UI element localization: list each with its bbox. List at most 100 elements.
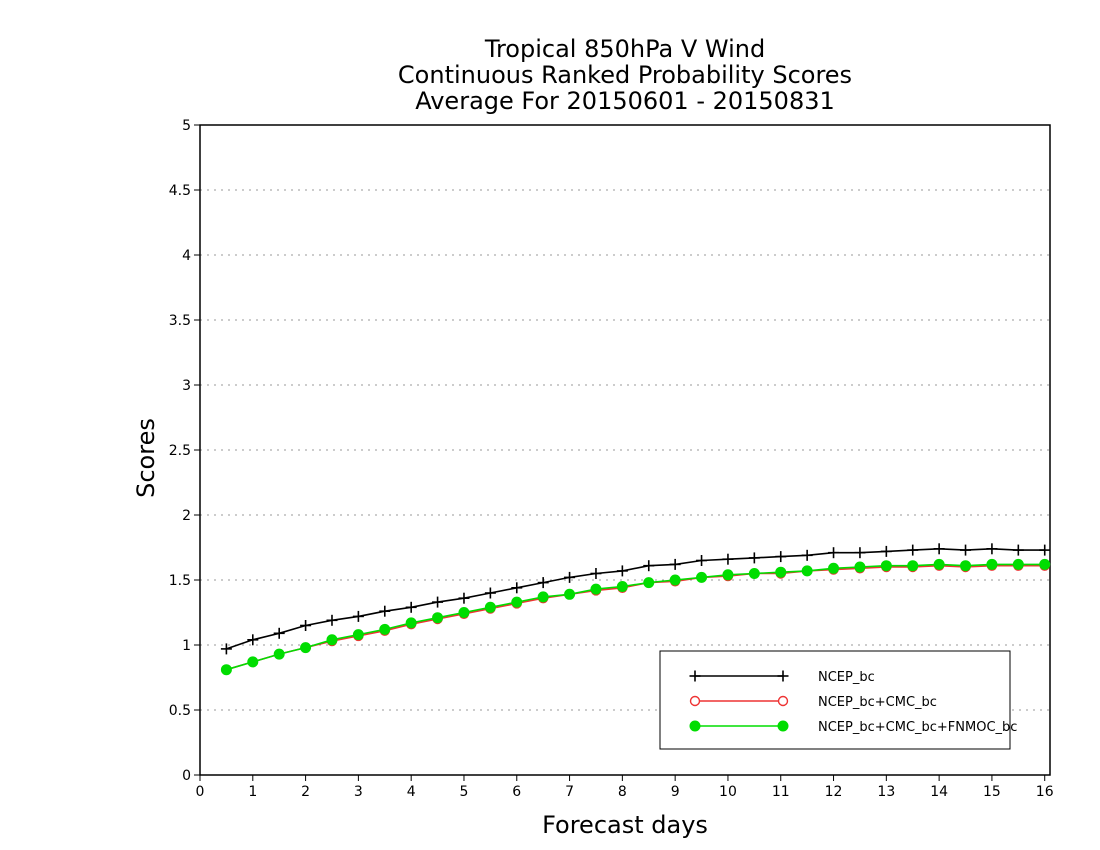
data-point <box>405 617 417 629</box>
data-point <box>801 549 813 561</box>
data-point <box>326 614 338 626</box>
data-point <box>616 581 628 592</box>
x-tick-label: 4 <box>407 784 416 800</box>
x-tick-label: 16 <box>1036 784 1054 800</box>
data-point <box>748 568 760 579</box>
x-tick-label: 10 <box>719 784 737 800</box>
data-point <box>801 565 813 577</box>
data-point <box>300 642 312 654</box>
y-axis-label: Scores <box>132 418 160 498</box>
data-point <box>828 547 840 559</box>
x-tick-label: 13 <box>877 784 895 800</box>
data-point <box>643 577 655 589</box>
data-point <box>748 552 760 564</box>
data-point <box>722 569 734 581</box>
x-tick-label: 12 <box>825 784 843 800</box>
chart-title: Tropical 850hPa V Wind Continuous Ranked… <box>0 36 1100 114</box>
data-point <box>777 720 789 732</box>
legend-item: NCEP_bc+CMC_bc <box>689 695 937 710</box>
data-point <box>432 612 444 624</box>
y-tick-label: 0.5 <box>169 703 191 719</box>
y-tick-label: 0 <box>182 768 191 784</box>
data-point <box>907 544 919 556</box>
data-point <box>880 545 892 557</box>
data-point <box>986 543 998 555</box>
legend-label: NCEP_bc+CMC_bc+FNMOC_bc <box>818 720 1017 735</box>
data-point <box>405 601 417 613</box>
data-point <box>326 634 338 646</box>
data-point <box>669 558 681 570</box>
x-tick-label: 7 <box>565 784 574 800</box>
data-point <box>775 551 787 563</box>
data-point <box>1039 558 1051 570</box>
x-tick-label: 9 <box>671 784 680 800</box>
data-point <box>689 695 701 707</box>
data-point <box>1012 544 1024 556</box>
y-axis: 0 0.5 1 1.5 2 2.5 3 3.5 4 4.5 5 <box>169 118 200 784</box>
data-point <box>643 560 655 572</box>
data-point <box>1012 558 1024 570</box>
data-point <box>352 629 364 641</box>
x-tick-label: 14 <box>930 784 948 800</box>
data-point <box>933 558 945 570</box>
series-layer <box>220 543 1051 676</box>
x-tick-label: 11 <box>772 784 790 800</box>
y-tick-label: 2.5 <box>169 443 191 459</box>
data-point <box>616 565 628 577</box>
x-axis-label: Forecast days <box>542 811 708 839</box>
data-point <box>590 568 602 579</box>
data-point <box>777 670 789 682</box>
data-point <box>432 596 444 608</box>
data-point <box>775 566 787 578</box>
x-tick-label: 5 <box>460 784 469 800</box>
data-point <box>273 648 285 660</box>
y-tick-label: 1 <box>182 638 191 654</box>
data-point <box>722 553 734 565</box>
data-point <box>669 574 681 586</box>
data-point <box>880 560 892 572</box>
data-point <box>537 591 549 603</box>
legend-label: NCEP_bc <box>818 670 875 685</box>
legend-box <box>659 650 1011 750</box>
legend-item: NCEP_bc <box>689 670 875 685</box>
data-point <box>960 560 972 572</box>
data-point <box>247 634 259 646</box>
data-point <box>1039 544 1051 556</box>
x-tick-label: 2 <box>301 784 310 800</box>
y-tick-label: 3.5 <box>169 313 191 329</box>
data-point <box>484 601 496 613</box>
data-point <box>933 543 945 555</box>
chart-title-line-1: Tropical 850hPa V Wind <box>484 35 766 63</box>
data-point <box>537 577 549 589</box>
data-point <box>854 547 866 559</box>
data-point <box>484 587 496 599</box>
legend-label: NCEP_bc+CMC_bc <box>818 695 937 710</box>
data-point <box>986 558 998 570</box>
data-point <box>854 561 866 573</box>
data-point <box>828 562 840 574</box>
x-tick-label: 6 <box>512 784 521 800</box>
data-point <box>777 695 789 707</box>
data-point <box>273 627 285 639</box>
data-point <box>379 605 391 617</box>
x-tick-label: 3 <box>354 784 363 800</box>
data-point <box>458 607 470 618</box>
data-point <box>247 656 259 668</box>
legend-item: NCEP_bc+CMC_bc+FNMOC_bc <box>689 720 1017 735</box>
y-tick-label: 2 <box>182 508 191 524</box>
x-tick-label: 15 <box>983 784 1001 800</box>
y-tick-label: 5 <box>182 118 191 134</box>
series-2 <box>220 558 1051 676</box>
y-tick-label: 4.5 <box>169 183 191 199</box>
chart-title-line-3: Average For 20150601 - 20150831 <box>415 87 835 115</box>
x-tick-label: 0 <box>196 784 205 800</box>
series-line <box>226 547 1045 650</box>
x-axis: 0 1 2 3 4 5 6 7 8 9 10 11 12 13 14 15 16 <box>196 775 1054 800</box>
x-tick-label: 8 <box>618 784 627 800</box>
data-point <box>696 571 708 583</box>
x-tick-label: 1 <box>248 784 257 800</box>
series-0 <box>220 543 1051 655</box>
data-point <box>300 620 312 631</box>
data-point <box>960 544 972 556</box>
